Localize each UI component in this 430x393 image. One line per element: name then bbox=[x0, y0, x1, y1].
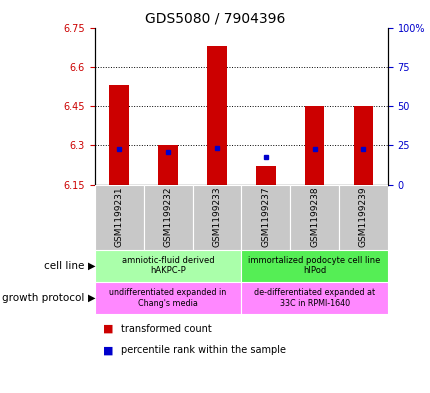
Text: GSM1199238: GSM1199238 bbox=[310, 187, 318, 248]
Text: GSM1199239: GSM1199239 bbox=[358, 187, 367, 248]
Bar bbox=[241, 250, 387, 282]
Text: growth protocol: growth protocol bbox=[2, 293, 84, 303]
Text: GSM1199233: GSM1199233 bbox=[212, 187, 221, 248]
Text: amniotic-fluid derived
hAKPC-P: amniotic-fluid derived hAKPC-P bbox=[122, 256, 214, 275]
Text: ■: ■ bbox=[103, 345, 114, 355]
Text: undifferentiated expanded in
Chang's media: undifferentiated expanded in Chang's med… bbox=[109, 288, 226, 308]
Bar bbox=[353, 106, 372, 185]
Text: GSM1199231: GSM1199231 bbox=[114, 187, 123, 248]
Text: ■: ■ bbox=[103, 324, 114, 334]
Text: GSM1199237: GSM1199237 bbox=[261, 187, 270, 248]
Text: ▶: ▶ bbox=[87, 293, 95, 303]
Bar bbox=[95, 282, 241, 314]
Bar bbox=[338, 185, 387, 250]
Bar bbox=[241, 185, 289, 250]
Bar bbox=[304, 106, 324, 185]
Bar bbox=[95, 250, 241, 282]
Bar bbox=[158, 145, 178, 185]
Text: ▶: ▶ bbox=[87, 261, 95, 271]
Text: GDS5080 / 7904396: GDS5080 / 7904396 bbox=[145, 12, 285, 26]
Bar bbox=[255, 166, 275, 185]
Text: GSM1199232: GSM1199232 bbox=[163, 187, 172, 247]
Bar bbox=[241, 282, 387, 314]
Text: de-differentiated expanded at
33C in RPMI-1640: de-differentiated expanded at 33C in RPM… bbox=[253, 288, 375, 308]
Text: transformed count: transformed count bbox=[120, 324, 211, 334]
Text: cell line: cell line bbox=[43, 261, 84, 271]
Bar bbox=[95, 185, 143, 250]
Bar bbox=[207, 46, 226, 185]
Bar bbox=[109, 85, 129, 185]
Bar bbox=[289, 185, 338, 250]
Bar bbox=[143, 185, 192, 250]
Text: percentile rank within the sample: percentile rank within the sample bbox=[120, 345, 285, 355]
Bar bbox=[192, 185, 241, 250]
Text: immortalized podocyte cell line
hIPod: immortalized podocyte cell line hIPod bbox=[248, 256, 380, 275]
